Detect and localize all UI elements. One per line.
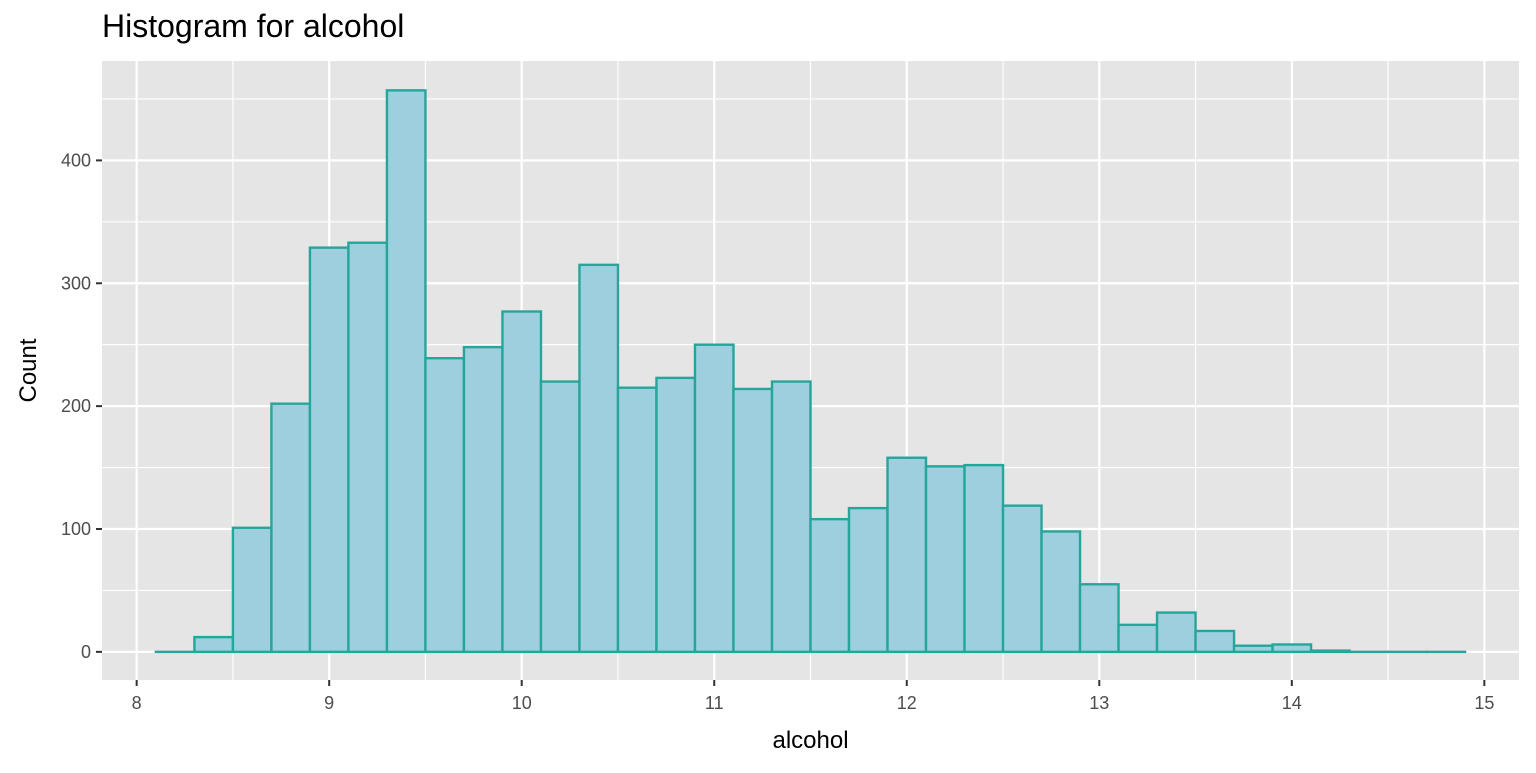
histogram-bar	[541, 382, 580, 652]
x-tick-label: 12	[897, 693, 917, 713]
histogram-bar	[1311, 651, 1350, 652]
histogram-bar	[1042, 531, 1081, 651]
histogram-bar	[194, 637, 233, 652]
histogram-bar	[888, 458, 927, 652]
histogram-bar	[425, 358, 464, 652]
histogram-bar	[733, 389, 772, 652]
x-tick-label: 9	[324, 693, 334, 713]
y-tick-label: 400	[61, 150, 91, 170]
y-axis-label: Count	[15, 338, 42, 402]
histogram-bar	[1196, 631, 1235, 652]
x-tick-label: 8	[132, 693, 142, 713]
histogram-bar	[811, 519, 850, 652]
x-tick-label: 13	[1089, 693, 1109, 713]
y-tick-label: 0	[81, 642, 91, 662]
histogram-bar	[1003, 506, 1042, 652]
x-tick-label: 11	[705, 693, 724, 713]
histogram-bar	[579, 265, 618, 652]
histogram-bar	[387, 90, 426, 651]
x-tick-label: 14	[1282, 693, 1302, 713]
histogram-bar	[618, 388, 657, 652]
histogram-bar	[348, 243, 387, 652]
histogram-bar	[310, 248, 349, 652]
histogram-bar	[656, 378, 695, 652]
x-axis-label: alcohol	[772, 727, 848, 754]
x-tick-label: 15	[1474, 693, 1494, 713]
y-tick-label: 300	[61, 273, 91, 293]
histogram-bar	[695, 345, 734, 652]
histogram-bar	[965, 465, 1004, 652]
histogram-bar	[926, 466, 965, 652]
histogram-bar	[502, 312, 541, 652]
histogram-bar	[271, 404, 310, 652]
histogram-bar	[1080, 584, 1119, 652]
histogram-bar	[772, 382, 811, 652]
histogram-bar	[233, 528, 272, 652]
histogram-bar	[1157, 613, 1196, 652]
histogram-bar	[849, 508, 888, 652]
y-tick-label: 200	[61, 396, 91, 416]
histogram-bar	[1273, 644, 1312, 651]
y-tick-label: 100	[61, 519, 91, 539]
x-tick-label: 10	[512, 693, 532, 713]
histogram-bar	[464, 347, 503, 652]
histogram-bar	[1234, 646, 1273, 652]
chart-title: Histogram for alcohol	[102, 8, 404, 45]
histogram-bar	[1119, 625, 1158, 652]
